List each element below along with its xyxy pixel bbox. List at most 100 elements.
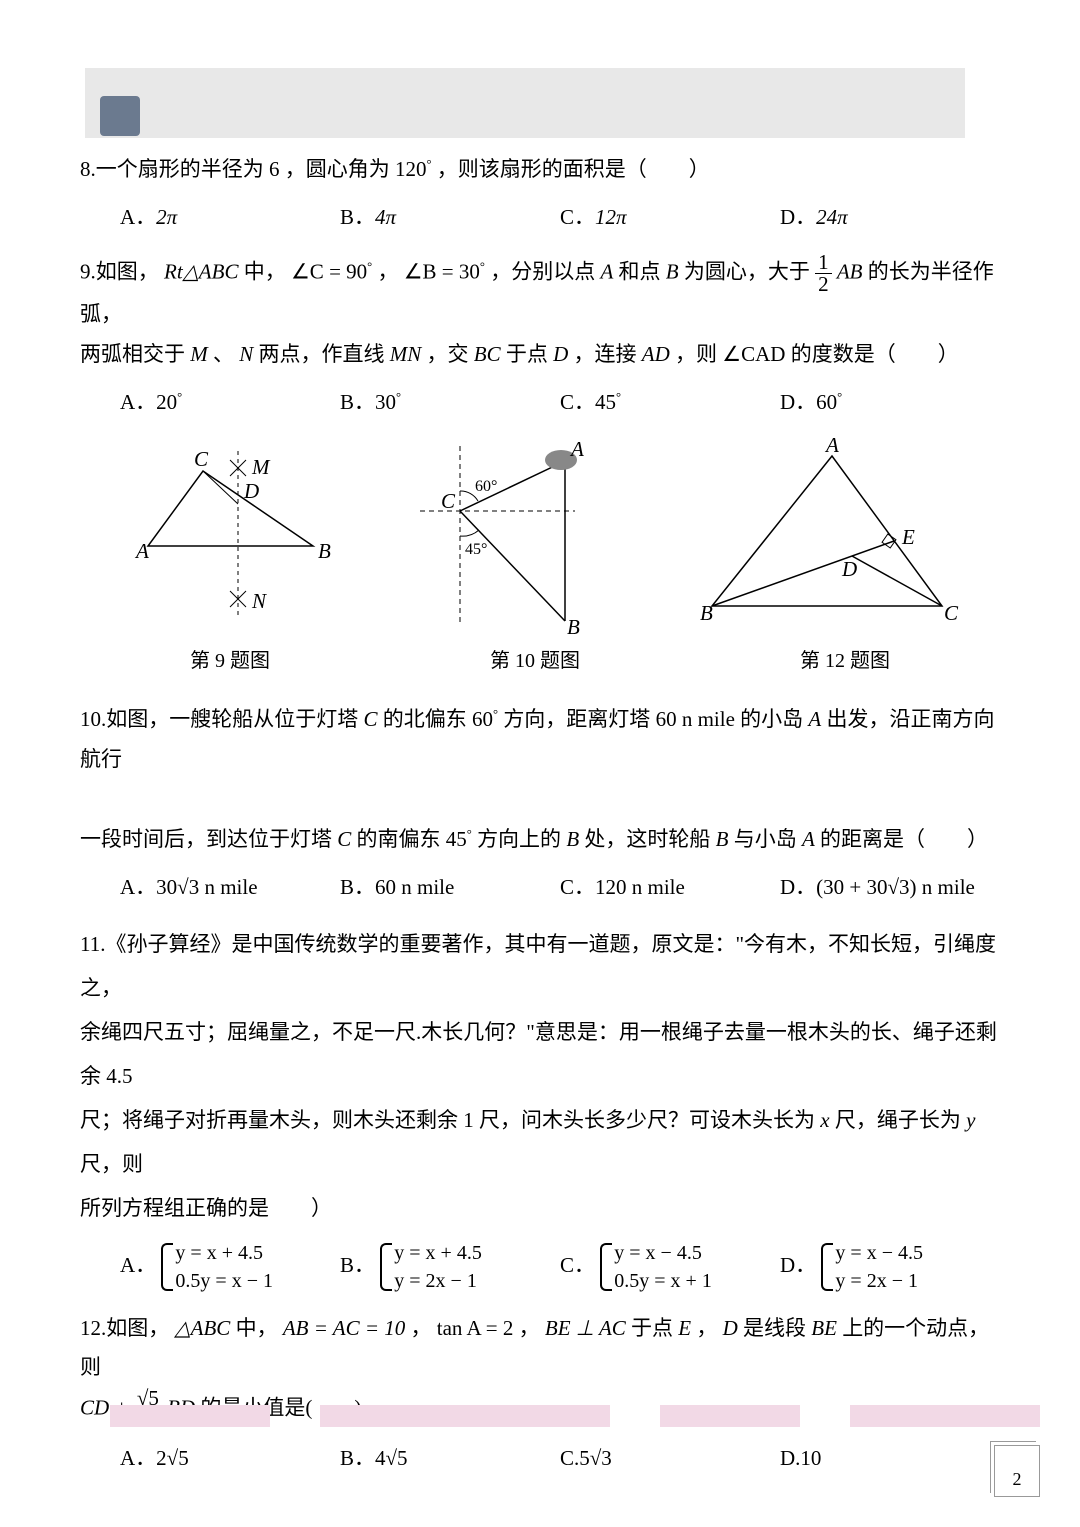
q12-oc-v: 5√3 [579,1446,612,1470]
q10-oc-v: 120 n mile [595,875,685,899]
question-10: 10.如图，一艘轮船从位于灯塔 C 的北偏东 60° 方向，距离灯塔 60 n … [80,700,1000,860]
d12-e: E [901,525,915,549]
q10-a45: 45 [446,827,467,851]
q10-a60: 60 [472,707,493,731]
q12-be: BE [811,1316,837,1340]
q9-options: A．20° B．30° C．45° D．60° [80,383,1000,423]
q9-m: M [190,342,208,366]
q8-opt-b: B．4π [340,198,560,238]
q9-cad: ∠CAD [722,342,785,366]
q9-opt-b: B．30° [340,383,560,423]
header-icon [100,96,140,136]
q10-t2: 的北偏东 [383,707,472,731]
q12-t3: ， [411,1316,432,1340]
q9-d: D [553,342,568,366]
q10-t7: 的南偏东 [357,827,446,851]
q8-stem-b: ，圆心角为 [285,157,390,181]
q12-od-l: D. [780,1446,800,1470]
q12-options: A．2√5 B．4√5 C.5√3 D.10 [80,1439,1000,1479]
q11-oc-e1: y = x − 4.5 [614,1239,712,1267]
q10-c1: C [364,707,378,731]
q11-options: A． y = x + 4.50.5y = x − 1 B． y = x + 4.… [80,1239,1000,1295]
q10-c2: C [337,827,351,851]
q9-t3: ， [377,259,398,283]
q10-opt-c: C．120 n mile [560,868,780,908]
page-number: 2 [1013,1469,1022,1490]
q11-ob-l: B． [340,1252,375,1276]
diagram-q9: C M D A B N [118,436,338,626]
q10-od-post: ) n mile [910,875,975,899]
d12-b: B [700,601,713,625]
q12-opt-d: D.10 [780,1439,1000,1479]
q11-od-e1: y = x − 4.5 [835,1239,923,1267]
q9-l2b: 、 [213,342,234,366]
d12-a: A [824,436,839,457]
q9-opt-c: C．45° [560,383,780,423]
q10-b2: B [716,827,729,851]
q11-od-sys: y = x − 4.5y = 2x − 1 [821,1239,923,1295]
q9-ab: AB [837,259,863,283]
page-content: 8.一个扇形的半径为 6 ，圆心角为 120° ，则该扇形的面积是（ ） A．2… [80,150,1000,1493]
q11-l3a: 尺；将绳子对折再量木头，则木头还剩余 [80,1108,463,1132]
caption-9: 第 9 题图 [190,642,270,680]
q12-ob-v: 4√5 [375,1446,408,1470]
q9-a: A [600,259,613,283]
q9-mn: MN [390,342,422,366]
q9-opt-a-label: A． [120,390,156,414]
q11-y: y [966,1108,975,1132]
q11-od-l: D． [780,1252,816,1276]
q10-t10: 与小岛 [734,827,802,851]
q11-l2v: 4.5 [106,1064,132,1088]
q10-ob-v: 60 n mile [375,875,454,899]
q8-opt-d-label: D． [780,205,816,229]
question-8: 8.一个扇形的半径为 6 ，圆心角为 120° ，则该扇形的面积是（ ） [80,150,1000,190]
q9-l2f: ，连接 [574,342,642,366]
q12-opt-c: C.5√3 [560,1439,780,1479]
q12-oa-l: A． [120,1446,156,1470]
q11-ob-e1: y = x + 4.5 [394,1239,482,1267]
caption-12: 第 12 题图 [800,642,890,680]
q9-rt: Rt△ABC [164,259,238,283]
q12-tan: tan A = 2 [437,1316,514,1340]
q12-oc-l: C. [560,1446,579,1470]
d9-m: M [251,455,271,479]
q9-t5: 和点 [619,259,666,283]
question-9: 9.如图， Rt△ABC 中， ∠C = 90° ， ∠B = 30° ，分别以… [80,252,1000,375]
q10-oc-l: C． [560,875,595,899]
q11-x: x [820,1108,829,1132]
q10-ob-l: B． [340,875,375,899]
q10-t4: n mile 的小岛 [682,707,809,731]
q11-l2a: 余绳四尺五寸；屈绳量之，不足一尺.木长几何？"意思是：用一根绳子去量一根木头的长… [80,1020,997,1088]
q9-opt-a-val: 20 [156,390,177,414]
q9-frac: 12 [815,252,832,295]
q11-opt-a: A． y = x + 4.50.5y = x − 1 [120,1239,340,1295]
q9-l2a: 两弧相交于 [80,342,190,366]
q9-l2e: 于点 [506,342,553,366]
q12-od-v: 10 [800,1446,821,1470]
q9-frac-den: 2 [815,274,832,295]
q12-ob-l: B． [340,1446,375,1470]
q11-opt-b: B． y = x + 4.5y = 2x − 1 [340,1239,560,1295]
q8-opt-d-val: 24π [816,205,848,229]
q9-opt-d-label: D． [780,390,816,414]
q9-angc: ∠C = 90 [291,259,367,283]
page-number-corner: 2 [994,1445,1040,1497]
q10-t3: 方向，距离灯塔 [503,707,655,731]
q8-opt-a-label: A． [120,205,156,229]
q11-l3b: 尺，问木头长多少尺？可设木头长为 [479,1108,820,1132]
d9-c: C [194,447,209,471]
diagram-row: C M D A B N 60° 45° A C B A [80,436,1000,636]
q9-frac-num: 1 [815,252,832,274]
diagram-q12: A E D B C [692,436,962,626]
q8-opt-c: C．12π [560,198,780,238]
d10-a: A [569,437,584,461]
q8-opt-b-val: 4π [375,205,396,229]
q10-oa-v: 30√3 n mile [156,875,257,899]
q12-t2: 中， [236,1316,278,1340]
q12-t5: 于点 [631,1316,678,1340]
q11-oc-sys: y = x − 4.50.5y = x + 1 [600,1239,712,1295]
q12-t1: 12.如图， [80,1316,169,1340]
q9-bc: BC [474,342,501,366]
q12-opt-b: B．4√5 [340,1439,560,1479]
q8-stem-a: 8.一个扇形的半径为 [80,157,264,181]
